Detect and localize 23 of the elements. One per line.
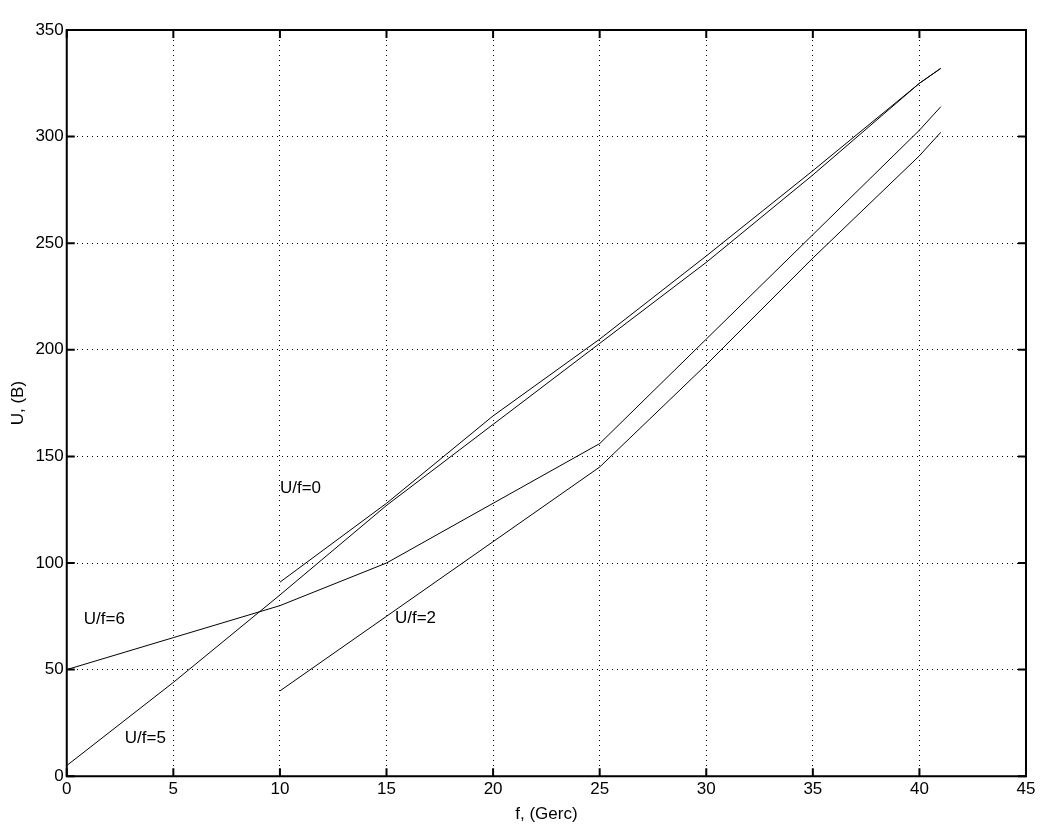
y-tick-label: 150 xyxy=(35,446,64,466)
y-tick-label: 200 xyxy=(35,339,64,359)
y-tick-label: 300 xyxy=(35,126,64,146)
y-tick-label: 250 xyxy=(35,232,64,252)
x-tick-label: 30 xyxy=(696,779,716,799)
x-axis-title: f, (Gerc) xyxy=(515,804,578,824)
y-tick-label: 100 xyxy=(35,552,64,572)
x-tick-label: 25 xyxy=(590,779,610,799)
y-axis-title: U, (B) xyxy=(7,380,27,426)
series-label: U/f=2 xyxy=(394,607,437,627)
x-tick-label: 35 xyxy=(803,779,823,799)
x-tick-label: 10 xyxy=(270,779,290,799)
text: U/f=0 xyxy=(279,477,322,497)
x-tick-label: 20 xyxy=(483,779,503,799)
series-label: U/f=6 xyxy=(83,609,125,629)
y-tick-label: 50 xyxy=(44,659,64,679)
y-tick-label: 0 xyxy=(54,765,64,785)
series-label: U/f=5 xyxy=(124,728,166,748)
x-tick-label: 15 xyxy=(377,779,396,799)
x-tick-label: 40 xyxy=(909,779,929,799)
y-tick-label: 350 xyxy=(35,19,64,39)
x-tick-label: 5 xyxy=(168,779,179,799)
x-tick-label: 45 xyxy=(1016,779,1036,799)
